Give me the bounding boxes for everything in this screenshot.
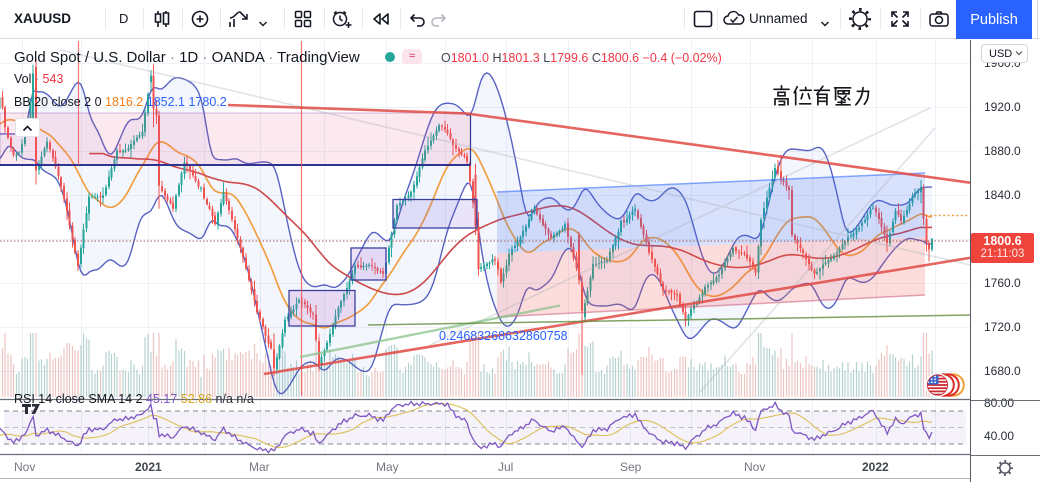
svg-text:0.24683268632860758: 0.24683268632860758 — [439, 329, 568, 343]
